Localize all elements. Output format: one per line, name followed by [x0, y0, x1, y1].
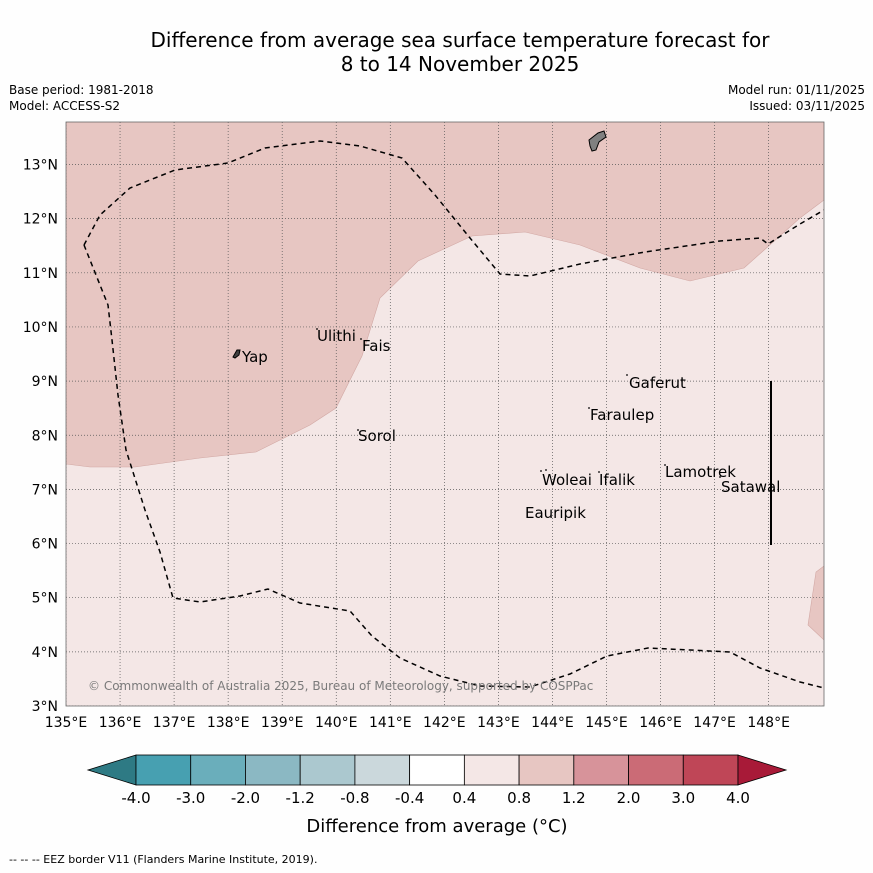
colorbar-bin — [518, 754, 575, 786]
lat-tick-label: 4°N — [32, 645, 58, 661]
lat-tick-label: 6°N — [32, 537, 58, 553]
lat-tick-label: 11°N — [23, 266, 58, 282]
place-label-woleai: Woleai — [542, 471, 592, 489]
model-name: Model: ACCESS-S2 — [9, 99, 121, 113]
copyright-notice: © Commonwealth of Australia 2025, Bureau… — [88, 679, 593, 693]
plot-frame — [65, 121, 825, 707]
lat-tick-label: 9°N — [32, 374, 58, 390]
chart-title: Difference from average sea surface temp… — [60, 28, 860, 76]
colorbar-tick-label: 2.0 — [617, 789, 641, 807]
land-guam — [588, 130, 607, 152]
colorbar-tick-label: 1.2 — [562, 789, 586, 807]
eez-legend-note: -- -- -- EEZ border V11 (Flanders Marine… — [9, 853, 318, 866]
lat-tick-label: 5°N — [32, 591, 58, 607]
atoll-markers — [316, 328, 721, 478]
colorbar-bin — [299, 754, 356, 786]
lon-tick-label: 135°E — [45, 715, 88, 731]
lon-tick-label: 141°E — [369, 715, 412, 731]
lat-tick-label: 8°N — [32, 428, 58, 444]
anomaly-area-0p8-1p2-se — [807, 565, 824, 641]
colorbar-bin — [354, 754, 411, 786]
eez-border-west — [83, 244, 824, 689]
colorbar-tick-label: -2.0 — [231, 789, 260, 807]
colorbar-tick-label: 3.0 — [671, 789, 695, 807]
colorbar-bin — [245, 754, 301, 786]
colorbar-tick-label: 0.4 — [452, 789, 476, 807]
place-label-gaferut: Gaferut — [629, 374, 686, 392]
colorbar-tick-label: -0.8 — [340, 789, 369, 807]
land-yap — [232, 349, 241, 359]
colorbar-tick-label: -3.0 — [176, 789, 205, 807]
latitude-labels: 3°N 4°N 5°N 6°N 7°N 8°N 9°N 10°N 11°N 12°N 13°N — [23, 158, 58, 716]
lon-tick-label: 146°E — [639, 715, 682, 731]
lon-tick-label: 143°E — [477, 715, 520, 731]
colorbar-tick-label: -4.0 — [121, 789, 150, 807]
place-label-eauripik: Eauripik — [525, 504, 586, 522]
colorbar-bin — [628, 754, 684, 786]
colorbar-bin — [409, 754, 465, 786]
lon-tick-label: 136°E — [99, 715, 142, 731]
lon-tick-label: 140°E — [315, 715, 358, 731]
base-period: Base period: 1981-2018 — [9, 83, 154, 97]
place-label-ifalik: Ifalik — [599, 471, 635, 489]
lat-tick-label: 7°N — [32, 482, 58, 498]
place-label-fais: Fais — [362, 337, 391, 355]
model-run: Model run: 01/11/2025 — [727, 83, 865, 97]
colorbar-bin — [135, 754, 192, 786]
title-line-2: 8 to 14 November 2025 — [340, 52, 580, 76]
map-plot: Yap Ulithi Fais Gaferut Faraulep Sorol W… — [66, 122, 824, 706]
lat-tick-label: 13°N — [23, 158, 58, 174]
place-label-ulithi: Ulithi — [317, 327, 356, 345]
lat-tick-label: 3°N — [32, 699, 58, 715]
colorbar-bin — [682, 754, 739, 786]
metadata-right: Model run: 01/11/2025 Issued: 03/11/2025 — [728, 82, 865, 114]
colorbar: -4.0 -3.0 -2.0 -1.2 -0.8 -0.4 0.4 0.8 1.2 2.0 3.0 4… — [86, 754, 788, 807]
place-label-faraulep: Faraulep — [590, 406, 654, 424]
place-label-sorol: Sorol — [358, 427, 396, 445]
lat-tick-label: 10°N — [23, 320, 58, 336]
lon-tick-label: 148°E — [747, 715, 790, 731]
lon-tick-label: 139°E — [261, 715, 304, 731]
colorbar-tick-label: -1.2 — [286, 789, 315, 807]
longitude-labels: 135°E 136°E 137°E 138°E 139°E 140°E 141°E 142°E… — [45, 715, 790, 731]
colorbar-extend-min — [86, 754, 137, 786]
place-label-yap: Yap — [241, 348, 268, 366]
lon-tick-label: 145°E — [585, 715, 628, 731]
colorbar-label: Difference from average (°C) — [306, 816, 567, 837]
lon-tick-label: 142°E — [423, 715, 466, 731]
colorbar-bin — [573, 754, 629, 786]
colorbar-bin — [190, 754, 246, 786]
title-line-1: Difference from average sea surface temp… — [150, 28, 770, 52]
issued-date: Issued: 03/11/2025 — [749, 99, 865, 113]
place-label-satawal: Satawal — [721, 478, 780, 496]
eez-border — [83, 140, 824, 277]
place-label-lamotrek: Lamotrek — [665, 463, 736, 481]
colorbar-tick-label: -0.4 — [395, 789, 424, 807]
colorbar-tick-label: 4.0 — [726, 789, 750, 807]
metadata-left: Base period: 1981-2018 Model: ACCESS-S2 — [9, 82, 154, 114]
lon-tick-label: 144°E — [531, 715, 574, 731]
lon-tick-label: 138°E — [207, 715, 250, 731]
lon-tick-label: 147°E — [693, 715, 736, 731]
lon-tick-label: 137°E — [153, 715, 196, 731]
colorbar-extend-max — [737, 754, 788, 786]
lat-tick-label: 12°N — [23, 212, 58, 228]
colorbar-tick-label: 0.8 — [507, 789, 531, 807]
colorbar-bin — [463, 754, 520, 786]
